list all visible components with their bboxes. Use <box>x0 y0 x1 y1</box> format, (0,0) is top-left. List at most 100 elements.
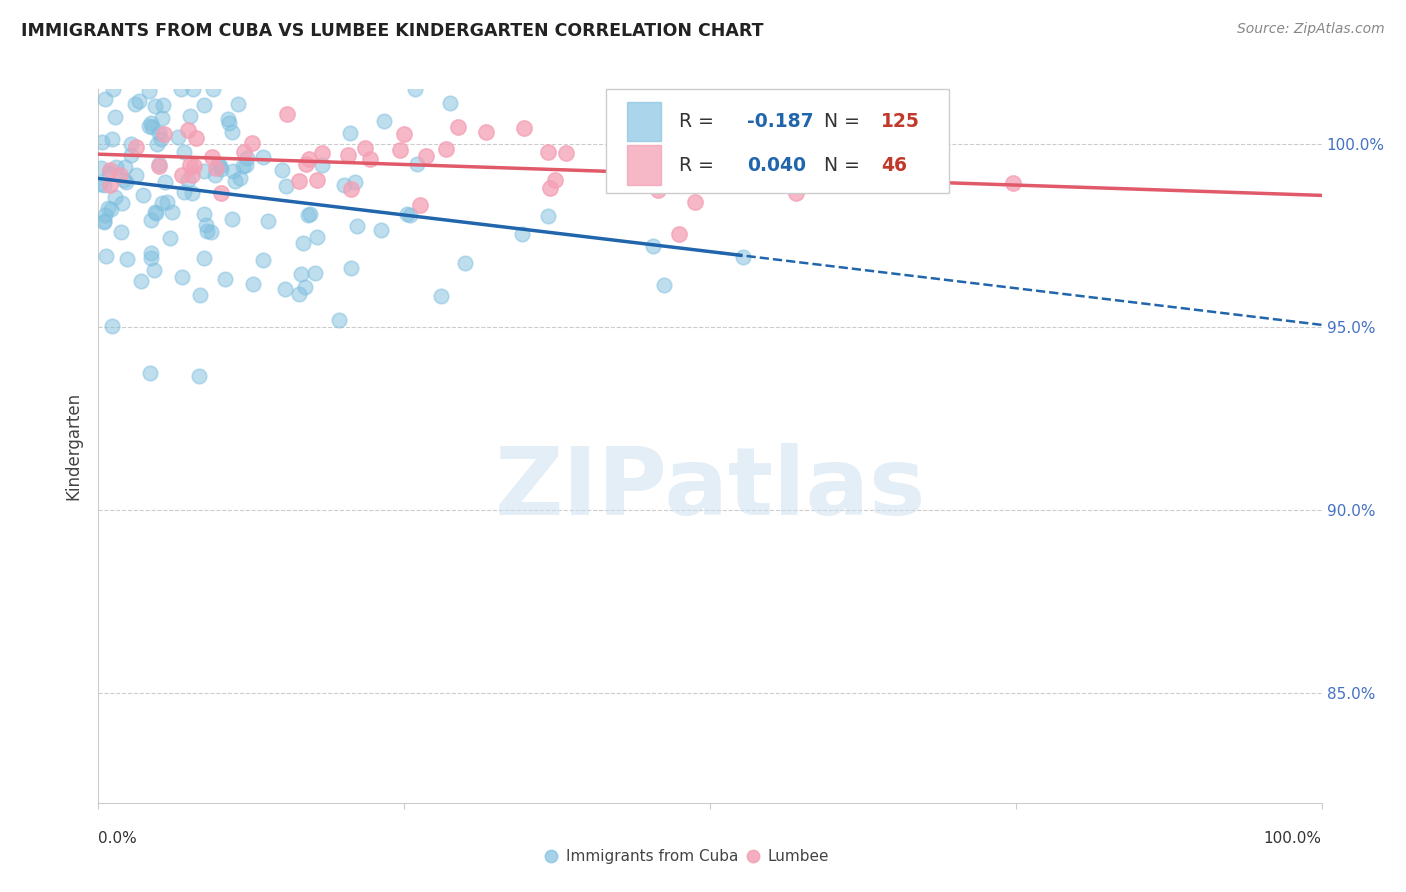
Point <box>177 123 200 137</box>
Point <box>388 144 411 158</box>
Point <box>129 274 152 288</box>
Point <box>232 159 254 173</box>
Point <box>204 168 226 182</box>
Point <box>166 129 188 144</box>
Point <box>179 158 201 172</box>
Point <box>141 120 163 134</box>
Point <box>344 175 367 189</box>
Point <box>226 97 249 112</box>
Point <box>153 175 176 189</box>
Point <box>398 208 420 222</box>
Point <box>641 239 664 253</box>
Point <box>181 168 204 182</box>
Text: 0.040: 0.040 <box>747 155 806 175</box>
Point <box>271 162 294 177</box>
Point <box>149 132 172 146</box>
Point <box>183 159 205 173</box>
Point <box>475 125 498 139</box>
Point <box>454 256 477 270</box>
Point <box>217 112 239 126</box>
Point <box>100 202 122 217</box>
Point <box>252 150 274 164</box>
Point <box>111 196 134 211</box>
Text: N =: N = <box>811 112 866 131</box>
Point <box>415 148 437 162</box>
Point <box>94 208 117 222</box>
Point <box>287 287 309 301</box>
Point <box>339 126 361 140</box>
Point <box>139 366 162 380</box>
Point <box>359 152 381 166</box>
Point <box>336 148 359 162</box>
Text: -0.187: -0.187 <box>747 112 813 131</box>
Point <box>228 170 250 185</box>
Point <box>143 99 166 113</box>
Point <box>233 145 256 159</box>
Point <box>184 131 207 145</box>
Point <box>370 222 392 236</box>
Point <box>333 178 356 192</box>
Point <box>97 201 120 215</box>
Point <box>101 131 124 145</box>
Point <box>537 209 560 223</box>
Point <box>120 137 142 152</box>
Point <box>447 120 470 134</box>
Point <box>204 161 226 175</box>
Point <box>305 230 328 244</box>
Point <box>373 113 395 128</box>
Point <box>179 109 201 123</box>
Point <box>409 198 432 212</box>
Point <box>252 253 274 268</box>
Point <box>142 263 165 277</box>
Point <box>339 182 361 196</box>
Point <box>209 162 232 177</box>
Point <box>132 188 155 202</box>
Point <box>141 246 163 260</box>
Point <box>276 178 298 193</box>
Point <box>207 157 229 171</box>
Point <box>128 95 150 109</box>
Text: ZIPatlas: ZIPatlas <box>495 442 925 535</box>
Point <box>120 147 142 161</box>
Point <box>288 174 311 188</box>
Point <box>105 161 128 175</box>
Point <box>340 261 363 276</box>
Point <box>683 195 706 210</box>
Point <box>1002 177 1025 191</box>
Y-axis label: Kindergarten: Kindergarten <box>65 392 83 500</box>
Point <box>160 205 183 219</box>
Point <box>150 111 173 125</box>
Point <box>138 119 160 133</box>
Point <box>180 186 202 200</box>
FancyBboxPatch shape <box>627 102 661 141</box>
Point <box>513 120 536 135</box>
Point <box>208 160 231 174</box>
Point <box>89 178 111 192</box>
Point <box>153 128 176 142</box>
Point <box>112 173 135 187</box>
Point <box>188 288 211 302</box>
Point <box>159 231 181 245</box>
Point <box>195 219 218 233</box>
Point <box>328 312 350 326</box>
Point <box>404 82 426 96</box>
Point <box>170 82 193 96</box>
Point <box>544 173 567 187</box>
Point <box>101 319 124 334</box>
Text: N =: N = <box>811 155 866 175</box>
Point <box>98 178 121 192</box>
Point <box>150 196 173 211</box>
Point <box>290 267 312 281</box>
Point <box>114 175 136 189</box>
Point <box>98 162 121 177</box>
Point <box>143 205 166 219</box>
Point <box>97 166 120 180</box>
Point <box>148 159 170 173</box>
Point <box>91 136 114 150</box>
Point <box>554 145 576 160</box>
Point <box>294 157 316 171</box>
Text: 0.0%: 0.0% <box>98 831 138 847</box>
Point <box>202 82 225 96</box>
Point <box>235 157 257 171</box>
Point <box>173 185 195 199</box>
